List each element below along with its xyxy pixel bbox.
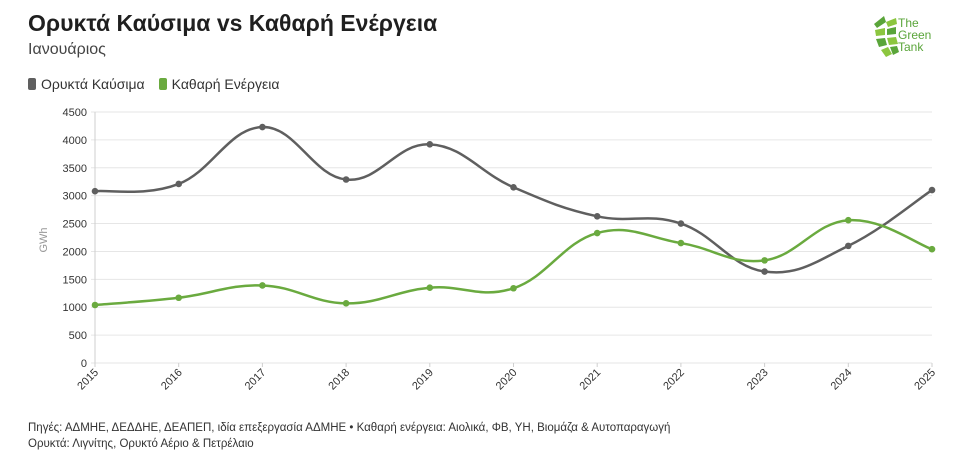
series-line-1 [94, 218, 933, 307]
y-axis-label: GWh [38, 227, 50, 252]
chart-title: Ορυκτά Καύσιμα vs Καθαρή Ενέργεια [28, 10, 438, 36]
data-point[interactable] [342, 300, 350, 307]
data-point[interactable] [593, 229, 601, 237]
x-tick-label: 2024 [829, 367, 855, 393]
legend-swatch-fossil [28, 78, 36, 90]
data-point[interactable] [426, 284, 434, 292]
data-point[interactable] [259, 282, 266, 289]
data-point[interactable] [677, 220, 685, 227]
data-point[interactable] [761, 268, 768, 275]
x-axis-ticks: 2015 2016 2017 2018 2019 2020 2021 2022 2023 2024… [75, 363, 938, 392]
gridlines [91, 111, 932, 364]
x-tick-label: 2021 [578, 367, 604, 393]
legend-item-fossil[interactable]: Ορυκτά Καύσιμα [28, 76, 145, 92]
green-tank-logo [874, 16, 899, 57]
x-tick-label: 2017 [243, 367, 269, 393]
data-point[interactable] [426, 141, 434, 148]
y-tick-label: 4500 [63, 107, 87, 119]
y-tick-label: 0 [81, 358, 87, 370]
x-tick-label: 2020 [494, 367, 520, 393]
data-point[interactable] [342, 176, 350, 183]
data-point[interactable] [510, 284, 517, 292]
x-tick-label: 2018 [326, 367, 352, 393]
data-point[interactable] [845, 216, 852, 224]
x-tick-label: 2015 [75, 367, 101, 393]
data-point[interactable] [175, 294, 182, 302]
legend-label-clean: Καθαρή Ενέργεια [171, 76, 280, 92]
y-tick-label: 2000 [63, 246, 87, 258]
data-point[interactable] [928, 186, 936, 194]
legend-label-fossil: Ορυκτά Καύσιμα [41, 76, 145, 92]
logo-text-green: Green [898, 28, 932, 42]
data-point[interactable] [510, 184, 517, 191]
series-line-0 [94, 125, 933, 274]
chart-legend: Ορυκτά Καύσιμα Καθαρή Ενέργεια [28, 76, 279, 92]
data-point[interactable] [91, 187, 99, 195]
x-tick-label: 2025 [912, 367, 938, 393]
y-tick-label: 500 [69, 330, 87, 342]
logo-text: The Green Tank [898, 17, 931, 53]
logo-text-the: The [898, 16, 919, 30]
data-point[interactable] [259, 123, 266, 131]
chart-footer: Πηγές: ΑΔΜΗΕ, ΔΕΔΔΗΕ, ΔΕΑΠΕΠ, ιδία επεξε… [28, 420, 670, 452]
data-point[interactable] [677, 239, 685, 247]
y-axis-ticks: 0 500 1000 1500 2000 2500 3000 3500 4000 4500 [63, 107, 87, 370]
footer-sources: Πηγές: ΑΔΜΗΕ, ΔΕΔΔΗΕ, ΔΕΑΠΕΠ, ιδία επεξε… [28, 422, 671, 434]
y-tick-label: 4000 [63, 135, 87, 147]
x-tick-label: 2023 [745, 367, 771, 393]
legend-item-clean[interactable]: Καθαρή Ενέργεια [158, 76, 280, 92]
logo-text-tank: Tank [898, 40, 924, 54]
y-tick-label: 3500 [63, 163, 87, 175]
data-point[interactable] [175, 180, 182, 188]
data-point[interactable] [845, 242, 852, 250]
series-lines [91, 123, 936, 309]
y-tick-label: 3000 [63, 191, 87, 203]
legend-swatch-clean [158, 78, 167, 90]
data-point[interactable] [761, 257, 768, 264]
x-tick-label: 2022 [661, 367, 687, 393]
y-tick-label: 1500 [63, 274, 87, 286]
chart-subtitle: Ιανουάριος [28, 41, 106, 58]
x-tick-label: 2016 [159, 367, 185, 393]
data-point[interactable] [91, 301, 99, 309]
x-tick-label: 2019 [410, 367, 436, 393]
y-tick-label: 1000 [63, 302, 87, 314]
y-tick-label: 2500 [63, 219, 87, 231]
footer-fossil-note: Ορυκτά: Λιγνίτης, Ορυκτό Αέριο & Πετρέλα… [28, 438, 254, 450]
data-point[interactable] [593, 213, 601, 220]
data-point[interactable] [928, 245, 936, 253]
